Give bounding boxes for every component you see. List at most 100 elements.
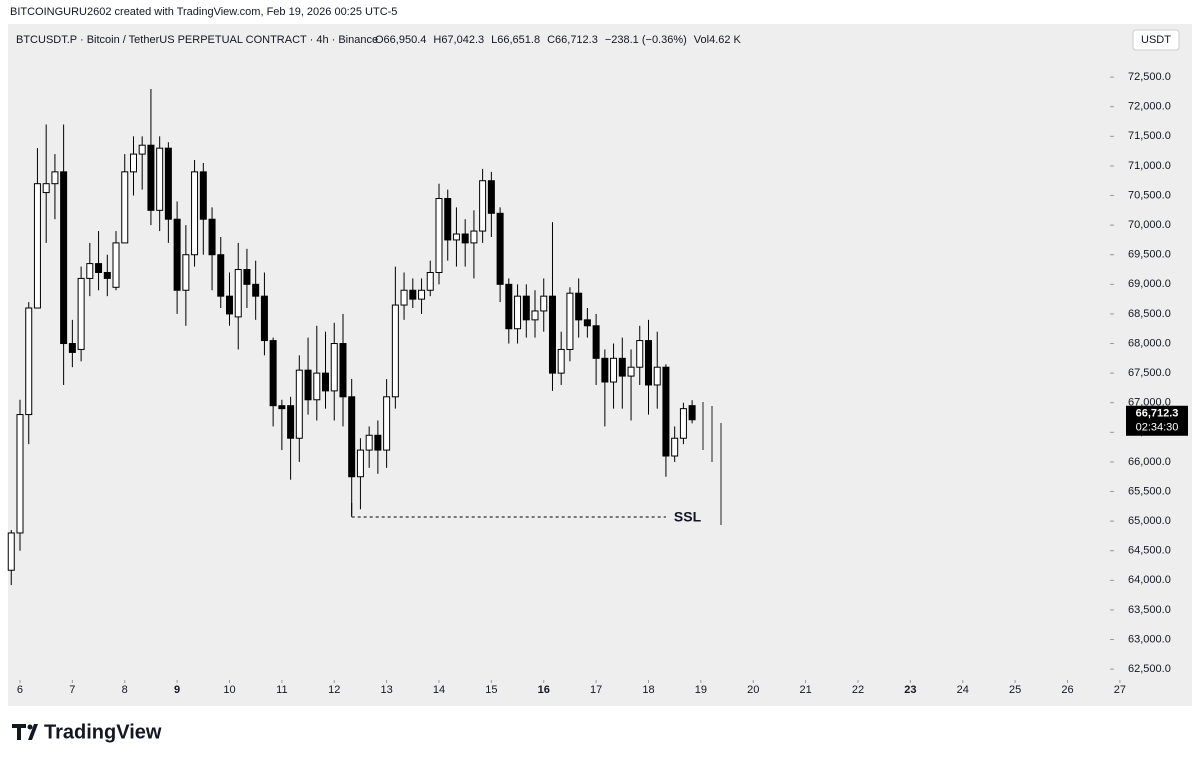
x-tick-label: 9 xyxy=(174,684,180,696)
y-tick-label: 69,500.0 xyxy=(1128,249,1171,261)
candle-body xyxy=(16,414,24,534)
candle xyxy=(138,136,146,190)
candle-body xyxy=(25,307,33,416)
candle-body xyxy=(514,295,522,330)
x-tick-label: 8 xyxy=(122,684,128,696)
candle-body xyxy=(217,254,225,297)
candle-body xyxy=(426,271,434,291)
candle xyxy=(95,231,103,291)
candle xyxy=(164,142,172,243)
candle xyxy=(452,207,460,267)
candle xyxy=(627,349,635,421)
candle xyxy=(496,207,504,303)
candle-body xyxy=(287,405,295,439)
candle xyxy=(42,124,50,243)
candle xyxy=(234,242,242,350)
countdown: 02:34:30 xyxy=(1136,422,1179,434)
x-tick-label: 27 xyxy=(1114,684,1126,696)
candle xyxy=(25,302,33,445)
y-tick-label: 72,500.0 xyxy=(1128,71,1171,83)
candle-body xyxy=(356,449,364,478)
candle xyxy=(51,154,59,220)
candle-body xyxy=(339,343,347,398)
candle xyxy=(33,148,41,309)
candle xyxy=(77,266,85,362)
candle xyxy=(208,207,216,291)
candle-body xyxy=(234,269,242,318)
candle xyxy=(636,325,644,385)
candle-body xyxy=(374,434,382,451)
candle xyxy=(514,284,522,344)
chart-bg xyxy=(8,24,1192,706)
ssl-label: SSL xyxy=(674,509,702,525)
brand-logo xyxy=(12,724,38,740)
candle-body xyxy=(444,197,452,241)
candle xyxy=(505,278,513,344)
candle xyxy=(121,154,129,244)
candle xyxy=(653,331,661,409)
x-tick-label: 18 xyxy=(642,684,654,696)
candle xyxy=(592,313,600,385)
y-tick-label: 70,500.0 xyxy=(1128,189,1171,201)
candle-body xyxy=(400,289,408,306)
candle xyxy=(662,364,670,477)
x-tick-label: 17 xyxy=(590,684,602,696)
y-tick-label: 67,000.0 xyxy=(1128,397,1171,409)
candle xyxy=(461,219,469,267)
y-tick-label: 65,500.0 xyxy=(1128,485,1171,497)
candle-body xyxy=(147,144,155,211)
candle-body xyxy=(671,437,679,457)
legend-value: O66,950.4 xyxy=(375,34,426,46)
x-tick-label: 10 xyxy=(223,684,235,696)
candle xyxy=(540,278,548,332)
candle xyxy=(575,278,583,338)
candle-body xyxy=(330,343,338,392)
y-tick-label: 65,000.0 xyxy=(1128,515,1171,527)
candle-body xyxy=(164,147,172,220)
brand: TradingView xyxy=(44,721,162,743)
candle-body xyxy=(679,408,687,439)
currency[interactable]: USDT xyxy=(1141,34,1171,46)
candle xyxy=(374,420,382,474)
candle-body xyxy=(348,396,356,478)
legend-value: −238.1 (−0.36%) xyxy=(605,34,687,46)
candle xyxy=(16,399,24,551)
watermark: BITCOINGURU2602 created with TradingView… xyxy=(10,6,397,18)
candle xyxy=(339,313,347,427)
candle xyxy=(365,426,373,468)
candle xyxy=(243,248,251,309)
candle xyxy=(671,426,679,462)
candle-body xyxy=(208,218,216,256)
candle xyxy=(487,171,495,237)
candle-body xyxy=(252,283,260,297)
candle-body xyxy=(60,171,68,345)
candle xyxy=(531,290,539,338)
y-tick-label: 70,000.0 xyxy=(1128,219,1171,231)
candle-body xyxy=(566,292,574,350)
candle xyxy=(522,284,530,338)
candle-body xyxy=(182,254,190,291)
candle xyxy=(557,331,565,385)
candle xyxy=(191,160,199,267)
candle xyxy=(444,189,452,261)
candle-body xyxy=(121,171,129,244)
candle xyxy=(426,260,434,297)
x-tick-label: 16 xyxy=(538,684,550,696)
x-tick-label: 12 xyxy=(328,684,340,696)
candle-body xyxy=(531,310,539,321)
currency-box[interactable] xyxy=(1132,29,1180,51)
candle-body xyxy=(51,171,59,185)
candle xyxy=(383,379,391,468)
x-tick-label: 23 xyxy=(904,684,916,696)
candle-body xyxy=(243,269,251,285)
candle xyxy=(479,168,487,243)
y-tick-label: 66,000.0 xyxy=(1128,456,1171,468)
candle xyxy=(287,396,295,480)
candle-body xyxy=(487,180,495,214)
candle xyxy=(644,319,652,415)
x-tick-label: 14 xyxy=(433,684,445,696)
candle-body xyxy=(409,289,417,300)
candle xyxy=(548,222,556,391)
candle-body xyxy=(452,233,460,241)
